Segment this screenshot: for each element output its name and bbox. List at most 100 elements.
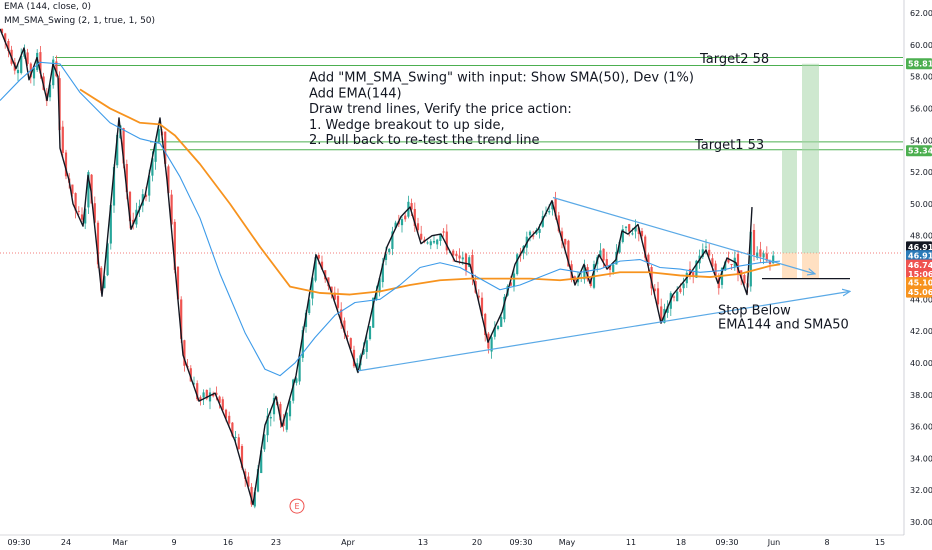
- time-axis[interactable]: 09:30 24 Mar 9 16 23 Apr 13 20 09:30 May 11 18 09:30 J…: [0, 534, 904, 547]
- candle-body: [333, 292, 336, 300]
- candle-body: [170, 194, 173, 225]
- candle-body: [224, 409, 228, 419]
- ema-legend[interactable]: EMA (144, close, 0): [4, 2, 92, 12]
- candle-body: [736, 254, 740, 275]
- candle-body: [676, 291, 679, 302]
- candle-body: [528, 231, 532, 236]
- price-tag-label-6: 45.10: [908, 279, 932, 288]
- candle-body: [340, 309, 343, 324]
- candle-body: [128, 191, 132, 222]
- candle-body: [772, 255, 775, 264]
- candle-body: [320, 261, 324, 270]
- trend-lines[interactable]: [357, 196, 850, 372]
- candle-body: [557, 215, 560, 232]
- candle-body: [202, 392, 205, 398]
- swing-legend[interactable]: MM_SMA_Swing (2, 1, true, 1, 50): [4, 16, 156, 26]
- candle-body: [260, 450, 263, 474]
- candle-body: [356, 363, 359, 371]
- candle-body: [87, 172, 90, 208]
- candle-body: [256, 469, 260, 492]
- candle-body: [714, 263, 717, 278]
- candle-body: [388, 249, 391, 253]
- candle-body: [372, 297, 375, 328]
- price-tick-label: 36.00: [910, 423, 932, 432]
- candle-body: [4, 33, 7, 42]
- candle-body: [250, 486, 253, 505]
- candle-body: [317, 255, 320, 259]
- candle-body: [749, 231, 752, 287]
- trend-line-upper: [552, 196, 815, 274]
- candle-body: [103, 276, 106, 289]
- candle-body: [183, 340, 186, 366]
- candle-body: [58, 78, 61, 131]
- candle-body: [109, 205, 112, 244]
- candle-body: [628, 224, 631, 232]
- candle-body: [631, 233, 634, 235]
- price-tick-label: 44.00: [910, 295, 932, 304]
- candle-body: [640, 231, 644, 237]
- price-tick-label: 52.00: [910, 168, 932, 177]
- candle-body: [471, 254, 474, 278]
- candle-body: [288, 400, 292, 417]
- candle-body: [199, 397, 202, 401]
- candle-body: [727, 259, 730, 263]
- candle-body: [180, 299, 183, 339]
- price-tag-2: [906, 241, 932, 253]
- candle-body: [330, 286, 333, 293]
- candle-body: [106, 243, 109, 276]
- candle-body: [532, 235, 535, 237]
- candle-body: [666, 306, 669, 313]
- candle-body: [343, 320, 346, 333]
- price-tick-label: 48.00: [910, 232, 932, 241]
- candle-body: [164, 131, 167, 164]
- candle-body: [436, 239, 439, 245]
- price-tag-6: [906, 277, 932, 289]
- candle-body: [560, 231, 564, 241]
- candle-body: [298, 356, 301, 382]
- candle-body: [554, 198, 557, 217]
- candle-body: [327, 277, 330, 287]
- candle-body: [400, 219, 404, 226]
- candle-body: [692, 272, 695, 276]
- candle-body: [234, 436, 237, 438]
- candle-body: [730, 263, 733, 265]
- candle-body: [621, 229, 624, 242]
- candle-body: [218, 396, 221, 403]
- candle-body: [711, 258, 714, 267]
- time-tick-label: 09:30: [7, 538, 30, 547]
- price-axis[interactable]: 30.00 32.00 34.00 36.00 38.00 40.00 42.00 44.00…: [903, 0, 932, 535]
- price-tag-7: [906, 286, 932, 298]
- candle-body: [80, 214, 84, 220]
- stop-box-1: [802, 253, 819, 279]
- candle-body: [215, 392, 218, 395]
- candle-body: [90, 174, 93, 204]
- candle-body: [586, 267, 589, 280]
- candle-body: [429, 241, 432, 246]
- annotation-text-4: 2. Pull back to re-test the trend line: [309, 133, 540, 148]
- target-stop-boxes: [782, 63, 819, 279]
- candle-body: [55, 61, 58, 77]
- candle-body: [112, 166, 116, 206]
- candle-body: [660, 306, 663, 323]
- candle-body: [538, 228, 541, 233]
- candle-body: [404, 215, 407, 220]
- candle-body: [96, 222, 100, 265]
- candle-body: [564, 238, 567, 245]
- candle-body: [269, 416, 272, 419]
- price-tick-label: 54.00: [910, 136, 932, 145]
- price-tag-0: [906, 58, 932, 70]
- candle-body: [496, 326, 500, 330]
- time-tick-label: 20: [472, 538, 482, 547]
- candle-body: [480, 297, 484, 316]
- price-tick-label: 38.00: [910, 391, 932, 400]
- candle-body: [36, 52, 39, 71]
- annotation-text-1: Add EMA(144): [309, 86, 402, 101]
- candle-body: [148, 175, 151, 196]
- time-tick-label: 15: [875, 538, 885, 547]
- candle-body: [292, 379, 295, 401]
- horizontal-levels: [0, 57, 903, 254]
- price-tag-label-2: 46.91: [908, 243, 932, 252]
- candle-body: [285, 412, 288, 430]
